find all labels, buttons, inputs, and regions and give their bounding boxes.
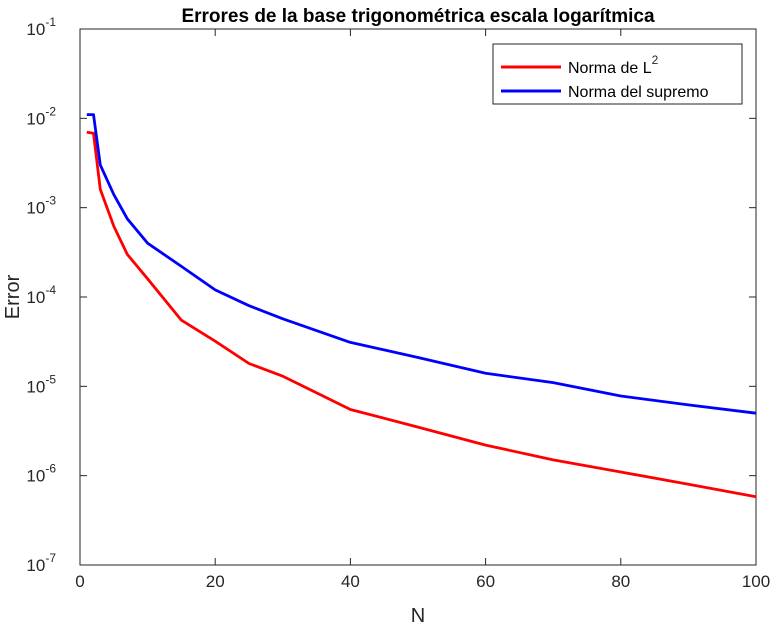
- series-line-l2: [86, 130, 757, 499]
- x-tick-label: 60: [476, 572, 495, 591]
- x-tick-label: 40: [341, 572, 360, 591]
- y-tick-label: 10-1: [26, 15, 56, 39]
- legend-box: [492, 43, 743, 105]
- x-axis-label: N: [411, 605, 425, 626]
- y-tick-label: 10-4: [26, 283, 56, 307]
- x-tick-label: 20: [206, 572, 225, 591]
- x-ticks: 0 20 40 60 80 100: [75, 29, 770, 591]
- series-line-supremo: [86, 113, 757, 415]
- legend-label-supremo: Norma del supremo: [568, 84, 709, 101]
- axes-box: [79, 28, 757, 566]
- y-ticks: 10-7 10-6 10-5 10-4 10-3 10-2 10-1: [26, 15, 756, 575]
- y-tick-label: 10-3: [26, 194, 56, 218]
- x-tick-label: 80: [611, 572, 630, 591]
- plot-area: 0 20 40 60 80 100 10-710-610-510-410-310-210-…: [26, 15, 770, 591]
- x-tick-label: 100: [742, 572, 770, 591]
- y-tick-label: 10-7: [26, 551, 56, 575]
- series-lines: [86, 113, 757, 499]
- y-tick-label: 10-2: [26, 104, 56, 128]
- chart-title: Errores de la base trigonométrica escala…: [181, 6, 655, 27]
- y-tick-label: 10-6: [26, 462, 56, 486]
- y-tick-label: 10-5: [26, 372, 56, 396]
- legend-label-l2: Norma de L2: [568, 53, 659, 77]
- x-tick-label: 0: [75, 572, 84, 591]
- legend: Norma de L2 Norma del supremo: [492, 43, 743, 105]
- y-axis-label: Error: [2, 274, 24, 319]
